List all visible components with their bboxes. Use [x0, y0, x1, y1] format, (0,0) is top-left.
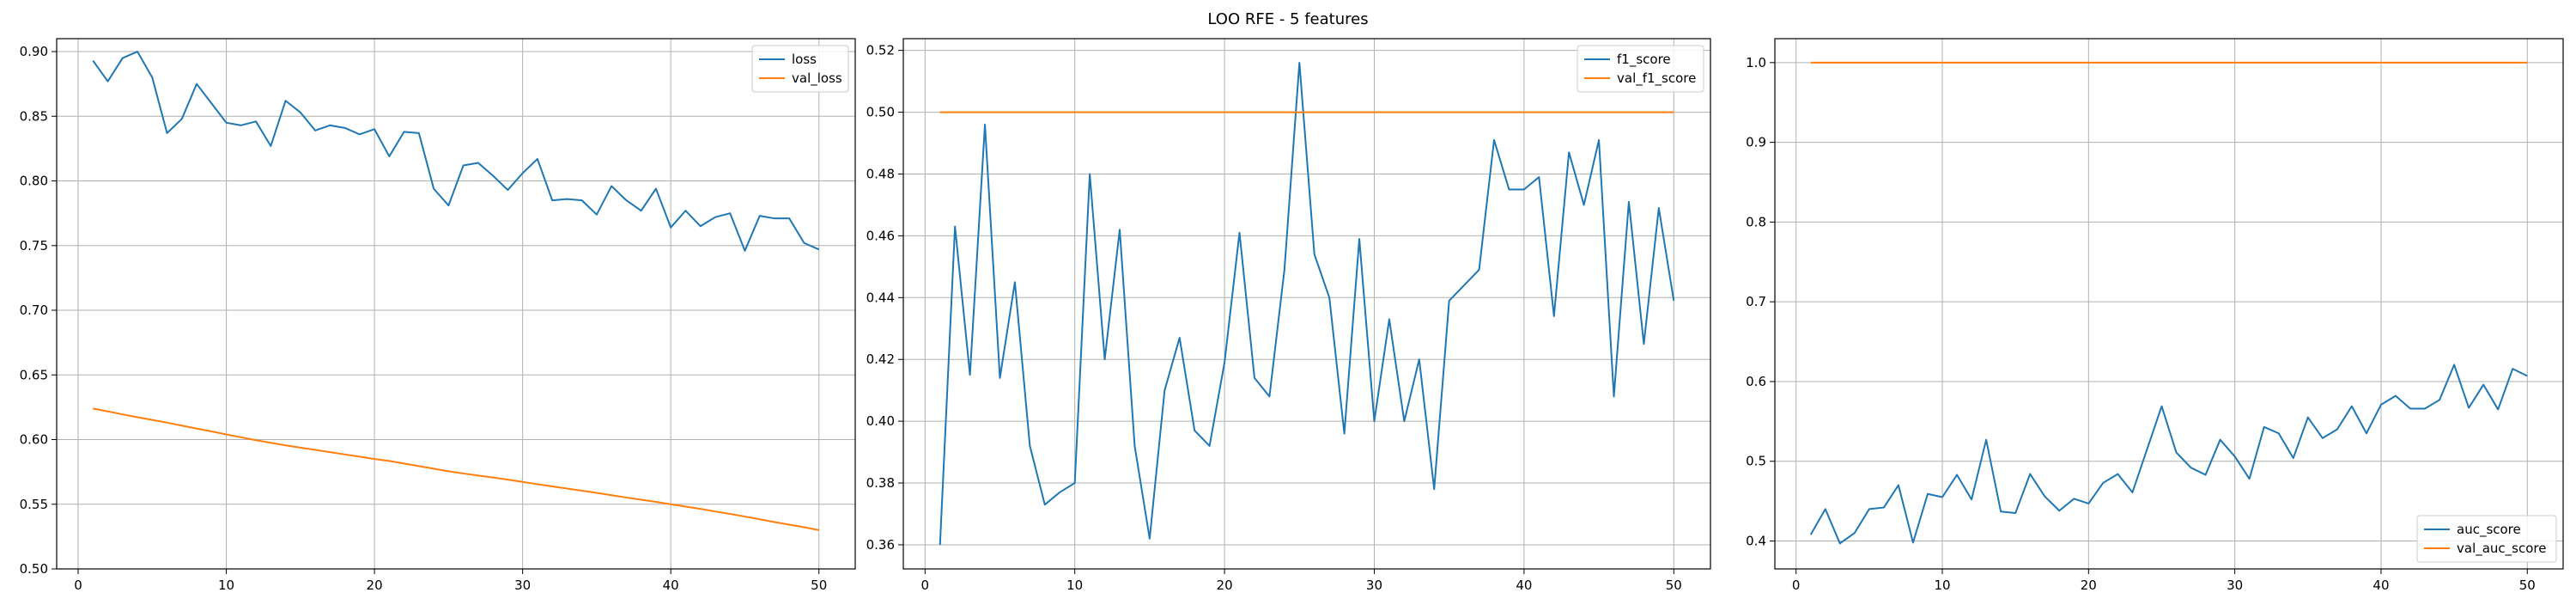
x-tick-label: 50 [811, 578, 827, 593]
x-tick-label: 20 [2081, 578, 2097, 593]
y-tick-label: 0.5 [1746, 454, 1766, 469]
y-tick-label: 0.90 [20, 44, 48, 59]
x-tick-label: 20 [367, 578, 383, 593]
legend-label: loss [792, 52, 817, 67]
legend-label: val_auc_score [2457, 541, 2547, 557]
axes-frame [56, 38, 856, 570]
y-tick-label: 0.44 [866, 290, 895, 305]
y-tick-label: 0.4 [1746, 534, 1766, 549]
legend-box [2416, 515, 2557, 563]
y-tick-label: 1.0 [1746, 55, 1766, 70]
y-tick-label: 0.70 [20, 302, 48, 318]
figure-title: LOO RFE - 5 features [1207, 10, 1368, 28]
x-tick-label: 30 [2227, 578, 2243, 593]
legend-box [751, 45, 849, 93]
y-tick-label: 0.80 [20, 174, 48, 189]
series-line-f1_score [939, 62, 1675, 545]
chart-panel-1: 0 10 20 30 40 50 0.50 0.55 0.60 0.65 0.70 0.75 0.80 0… [20, 38, 856, 593]
x-tick-label: 40 [1516, 578, 1532, 593]
y-tick-label: 0.8 [1746, 214, 1766, 229]
x-tick-label: 0 [1792, 578, 1801, 593]
series-line-auc_score [1809, 364, 2528, 545]
y-tick-label: 0.42 [866, 351, 895, 367]
x-tick-label: 40 [2372, 578, 2389, 593]
y-tick-label: 0.52 [866, 43, 895, 58]
legend: auc_score val_auc_score [2416, 515, 2557, 563]
y-tick-label: 0.40 [866, 413, 895, 429]
y-tick-label: 0.46 [866, 228, 895, 243]
y-tick-label: 0.50 [866, 105, 895, 120]
y-tick-label: 0.50 [20, 561, 48, 577]
legend-label: f1_score [1617, 52, 1671, 68]
x-tick-label: 20 [1217, 578, 1233, 593]
x-tick-label: 50 [2519, 578, 2536, 593]
legend-label: auc_score [2457, 522, 2521, 538]
x-tick-label: 10 [1066, 578, 1083, 593]
x-tick-label: 40 [663, 578, 679, 593]
legend-box [1577, 45, 1704, 93]
x-tick-label: 10 [218, 578, 234, 593]
legend-label: val_f1_score [1617, 70, 1696, 87]
axes-frame [1774, 38, 2564, 570]
x-tick-label: 0 [74, 578, 82, 593]
x-tick-label: 30 [514, 578, 531, 593]
y-tick-label: 0.65 [20, 367, 48, 382]
y-tick-label: 0.55 [20, 497, 48, 512]
chart-panel-3: 0 10 20 30 40 50 0.4 0.5 0.6 0.7 0.8 0.9 1.0 auc_scor… [1746, 38, 2564, 593]
series-line-val_loss [93, 407, 819, 531]
legend: loss val_loss [751, 45, 849, 93]
y-tick-label: 0.6 [1746, 374, 1766, 389]
x-tick-label: 10 [1934, 578, 1950, 593]
chart-panel-2: 0 10 20 30 40 50 0.36 0.38 0.40 0.42 0.44 0.46 0.48 0… [866, 38, 1711, 593]
x-tick-label: 50 [1666, 578, 1682, 593]
legend: f1_score val_f1_score [1577, 45, 1704, 93]
y-tick-label: 0.85 [20, 108, 48, 124]
axes-frame [902, 38, 1711, 570]
y-tick-label: 0.9 [1746, 135, 1766, 150]
y-tick-label: 0.48 [866, 166, 895, 181]
series-line-loss [92, 51, 820, 252]
x-tick-label: 30 [1366, 578, 1382, 593]
legend-label: val_loss [792, 70, 842, 87]
y-tick-label: 0.60 [20, 432, 48, 448]
y-tick-label: 0.7 [1746, 294, 1766, 309]
y-tick-label: 0.36 [866, 537, 895, 553]
x-tick-label: 0 [921, 578, 930, 593]
y-tick-label: 0.38 [866, 475, 895, 491]
y-tick-label: 0.75 [20, 238, 48, 254]
